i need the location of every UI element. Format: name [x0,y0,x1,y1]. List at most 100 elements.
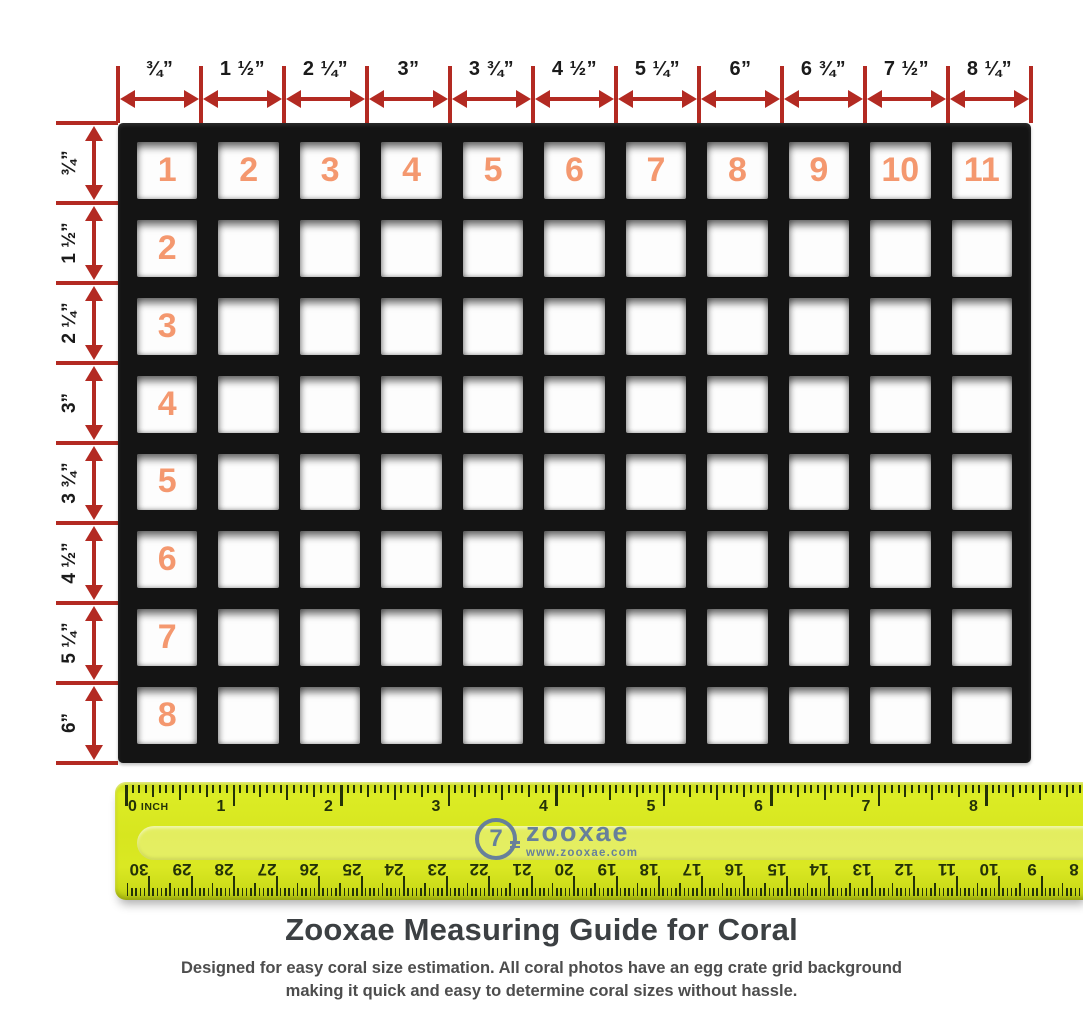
inch-tick [219,785,222,793]
vertical-arrow-icon [85,446,103,520]
inch-tick [205,785,208,797]
inch-tick [1032,785,1035,793]
horizontal-arrow-icon [286,90,365,108]
mm-tick [156,888,159,896]
mm-tick [789,888,792,896]
cm-label: 9 [1026,860,1037,879]
mm-tick [896,888,898,896]
arrowhead-left-icon [701,90,716,108]
cm-label: 22 [469,860,489,879]
arrowhead-right-icon [931,90,946,108]
inch-tick [272,785,275,793]
arrowhead-down-icon [85,585,103,600]
mm-tick [254,883,256,896]
mm-tick [369,888,371,896]
inch-tick [481,785,484,793]
grid-cell [299,297,361,355]
grid-cell-number: 9 [809,150,829,189]
grid-cell [951,219,1012,277]
mm-tick [959,888,962,896]
inch-tick [890,785,893,793]
grid-cell [870,687,931,744]
arrow-shaft [301,97,350,101]
horizontal-arrow-icon [203,90,282,108]
mm-tick [526,888,528,896]
inch-tick [192,785,195,793]
cm-label: 25 [342,860,361,879]
inch-tick [138,785,141,793]
inch-tick [1065,785,1068,797]
mm-tick [500,888,503,896]
mm-tick [360,876,363,896]
grid-cell [218,375,279,433]
inch-tick [803,785,806,793]
inch-tick [978,785,981,793]
mm-tick [832,888,834,896]
horizontal-arrow-icon [701,90,780,108]
arrowhead-right-icon [516,90,531,108]
arrow-shaft [965,97,1014,101]
mm-tick [836,888,839,896]
grid-cell: 11 [951,142,1012,199]
cm-label: 15 [767,860,786,879]
arrowhead-right-icon [848,90,863,108]
mm-tick [930,888,932,896]
mm-tick [998,876,1001,896]
grid-cell [788,375,850,433]
inch-tick [245,785,248,793]
arrowhead-up-icon [85,446,103,461]
grid-cell [299,531,361,589]
inch-tick [474,785,477,797]
mm-tick [513,888,516,896]
mm-tick [279,888,282,896]
inch-tick [447,785,450,806]
cm-label: 14 [809,860,829,879]
inch-tick [622,785,625,793]
arrowhead-up-icon [85,286,103,301]
arrowhead-left-icon [120,90,135,108]
inch-tick [548,785,551,793]
grid-cell-number: 5 [157,462,177,501]
mm-tick [135,888,137,896]
mm-tick [602,888,605,896]
inch-tick [897,785,900,793]
inch-tick [1011,785,1014,797]
dimension-tick [531,66,535,123]
mm-tick [764,883,766,896]
mm-tick [976,883,979,896]
arrow-shaft [633,97,682,101]
horizontal-arrow-icon [950,90,1029,108]
left-measure-segment: 6” [56,683,118,763]
arrowhead-up-icon [85,366,103,381]
mm-tick [407,888,409,896]
grid-cell [462,219,524,277]
inch-tick [252,785,255,793]
mm-tick [305,888,307,896]
inch-tick [931,785,934,800]
left-measure-segment: 3 ¾” [56,443,118,523]
mm-tick [551,883,554,896]
arrowhead-left-icon [452,90,467,108]
grid-cell [951,375,1012,433]
mm-tick [806,883,809,896]
mm-tick [152,888,154,896]
mm-tick [381,883,384,896]
grid-cell [625,297,687,355]
grid-cell: 5 [462,142,524,199]
mm-tick [585,888,588,896]
mm-tick [216,888,218,896]
mm-tick [985,888,987,896]
left-measure-segment: 2 ¼” [56,283,118,363]
grid-cell [951,531,1012,589]
arrow-shaft [384,97,433,101]
mm-tick [203,888,205,896]
dimension-tick [863,66,867,123]
inch-label: 2 [324,798,333,815]
inch-tick [783,785,786,793]
inch-tick [1079,785,1082,793]
inch-label: 3 [431,798,441,815]
mm-tick [364,888,367,896]
mm-tick [322,888,324,896]
dimension-tick [448,66,452,123]
inch-tick [494,785,497,793]
